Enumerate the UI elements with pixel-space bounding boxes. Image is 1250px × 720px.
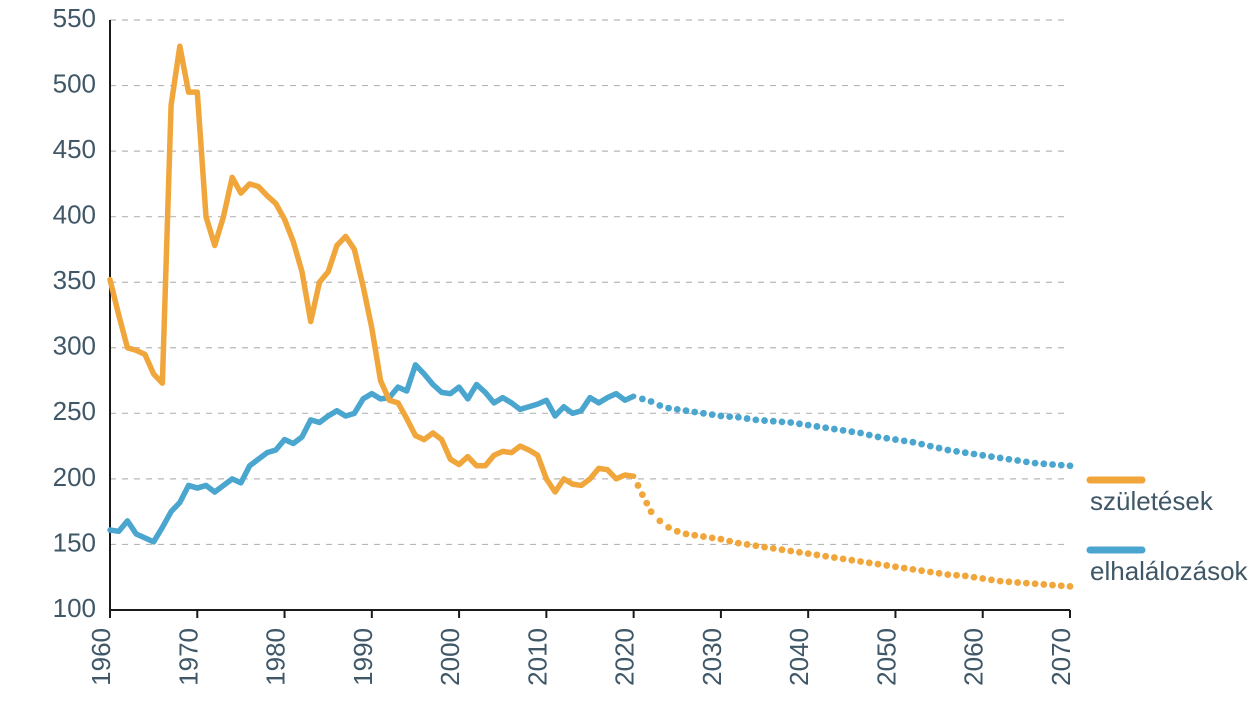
x-tick-label: 1960 [86,628,116,686]
y-tick-label: 300 [53,331,96,361]
x-tick-label: 1970 [173,628,203,686]
x-tick-label: 1990 [348,628,378,686]
legend-label-deaths: elhalálozások [1090,556,1249,586]
y-tick-label: 500 [53,68,96,98]
y-tick-label: 550 [53,3,96,33]
x-tick-label: 2000 [435,628,465,686]
x-tick-label: 2040 [784,628,814,686]
x-tick-label: 2020 [610,628,640,686]
x-tick-label: 2030 [697,628,727,686]
y-tick-label: 100 [53,593,96,623]
x-tick-label: 2060 [959,628,989,686]
y-tick-label: 350 [53,265,96,295]
x-tick-label: 1980 [261,628,291,686]
x-tick-label: 2050 [871,628,901,686]
y-tick-label: 400 [53,200,96,230]
y-tick-label: 450 [53,134,96,164]
x-tick-label: 2070 [1046,628,1076,686]
y-tick-label: 200 [53,462,96,492]
legend-label-births: születések [1090,486,1214,516]
y-tick-label: 150 [53,527,96,557]
chart-container: 100 150 200 250 300 350 400 450 500 550 1960 1970 19… [0,0,1250,720]
x-tick-label: 2010 [522,628,552,686]
y-tick-label: 250 [53,396,96,426]
line-chart: 100 150 200 250 300 350 400 450 500 550 1960 1970 19… [0,0,1250,720]
